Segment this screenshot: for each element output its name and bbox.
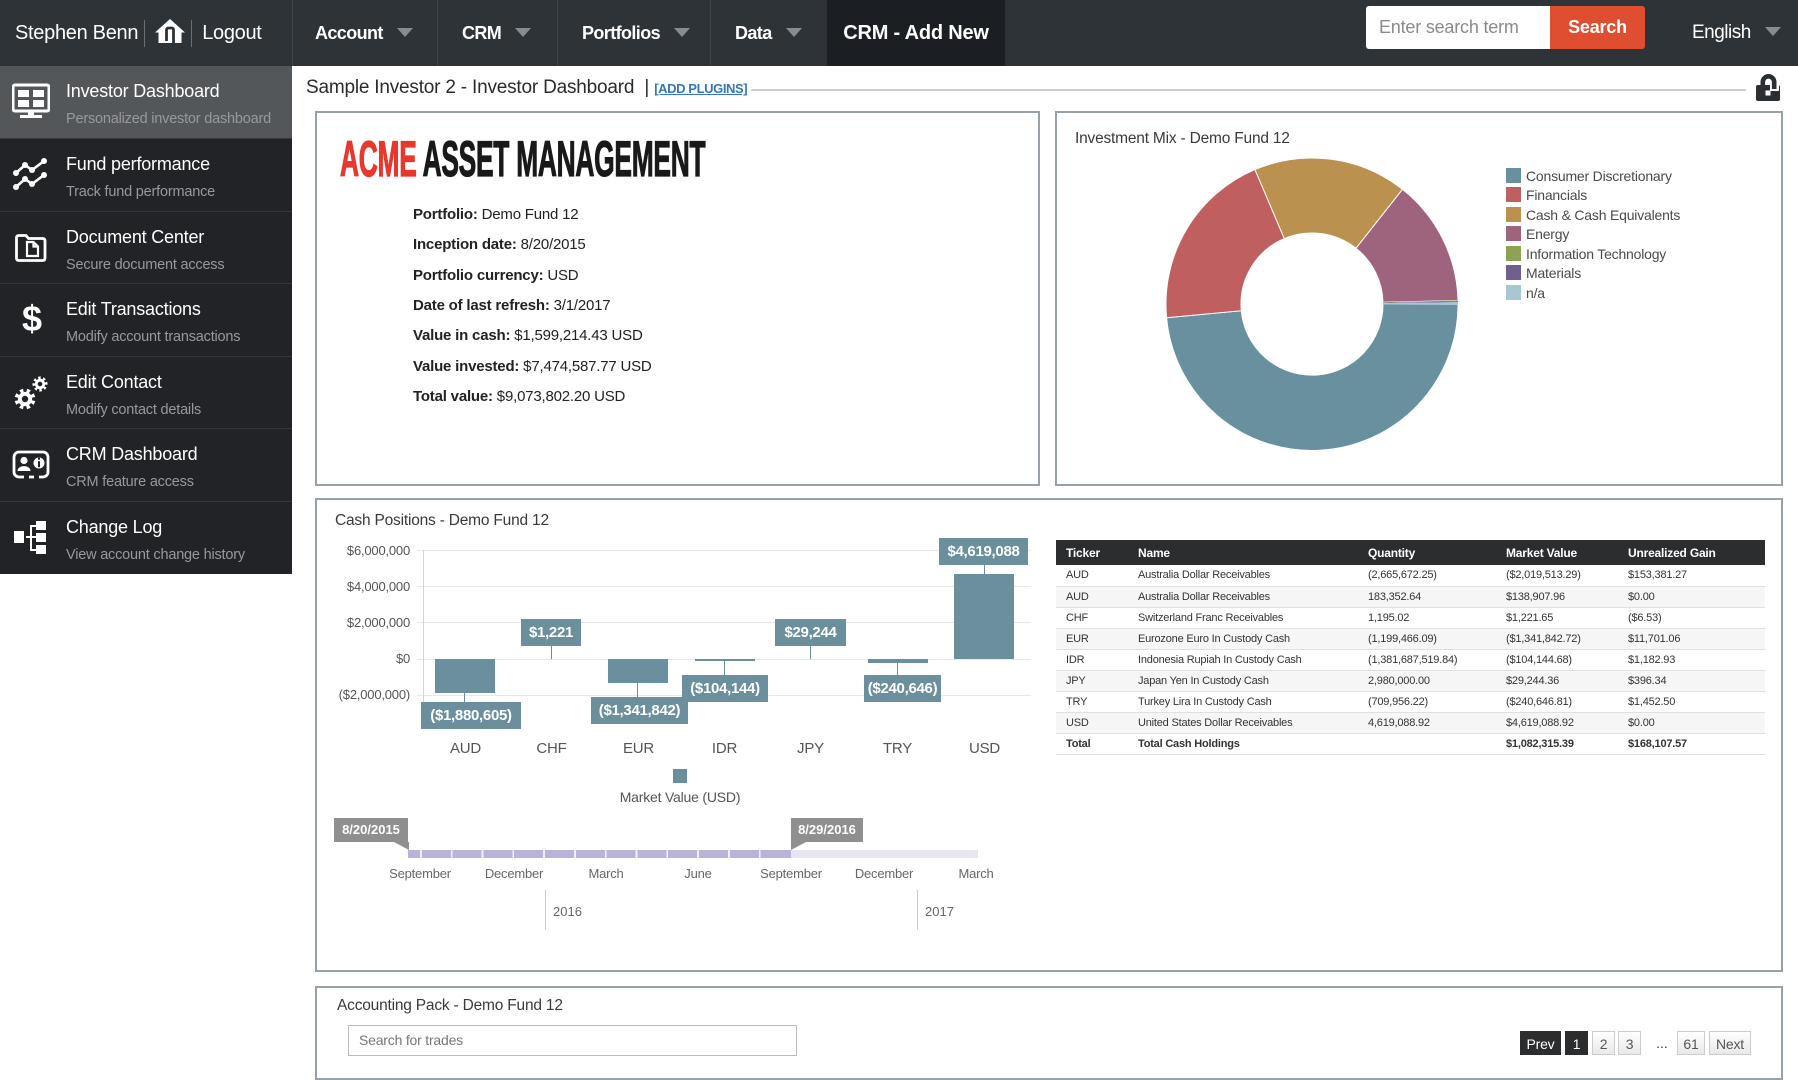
svg-text:$: $ <box>22 301 42 337</box>
